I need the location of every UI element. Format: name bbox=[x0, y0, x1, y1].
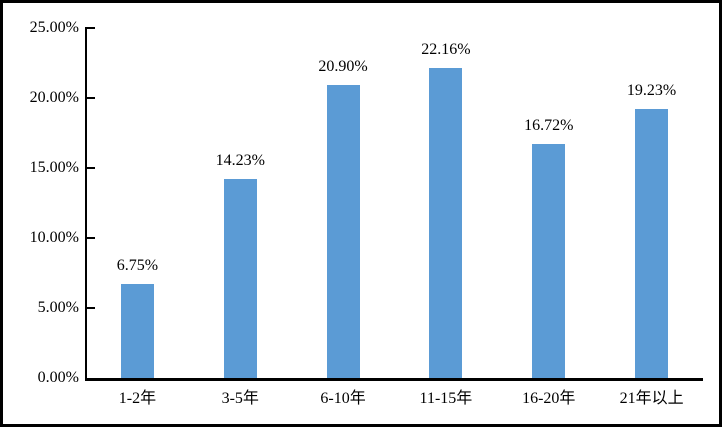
y-tick-label: 15.00% bbox=[29, 159, 79, 176]
bar bbox=[532, 143, 566, 378]
y-axis-tick bbox=[87, 27, 95, 29]
y-axis-tick bbox=[87, 307, 95, 309]
bar bbox=[223, 178, 257, 378]
bar-value-label: 22.16% bbox=[421, 40, 471, 58]
y-axis bbox=[85, 27, 87, 380]
y-axis-tick bbox=[87, 237, 95, 239]
bar bbox=[429, 67, 463, 378]
bar bbox=[635, 108, 669, 378]
bar-value-label: 16.72% bbox=[524, 116, 574, 134]
x-axis bbox=[85, 378, 703, 381]
y-tick-label: 20.00% bbox=[29, 89, 79, 106]
bar bbox=[120, 283, 154, 378]
bar bbox=[326, 85, 360, 378]
y-tick-label: 5.00% bbox=[37, 299, 79, 316]
bar-value-label: 14.23% bbox=[215, 151, 265, 169]
y-axis-tick bbox=[87, 97, 95, 99]
category-label: 11-15年 bbox=[419, 390, 473, 407]
category-label: 1-2年 bbox=[118, 390, 157, 407]
category-label: 21年以上 bbox=[619, 390, 684, 407]
category-label: 16-20年 bbox=[522, 390, 576, 407]
y-tick-label: 10.00% bbox=[29, 229, 79, 246]
y-tick-label: 0.00% bbox=[37, 369, 79, 386]
y-axis-tick bbox=[87, 167, 95, 169]
category-label: 6-10年 bbox=[320, 390, 366, 407]
bar-value-label: 19.23% bbox=[626, 81, 677, 99]
bar-value-label: 6.75% bbox=[116, 256, 159, 274]
bar-chart: 0.00% 5.00% 10.00% 15.00% 20.00% 25.00% 6.75% 1… bbox=[3, 3, 719, 424]
y-tick-label: 25.00% bbox=[29, 19, 79, 36]
category-label: 3-5年 bbox=[221, 390, 259, 407]
bar-value-label: 20.90% bbox=[318, 58, 368, 76]
